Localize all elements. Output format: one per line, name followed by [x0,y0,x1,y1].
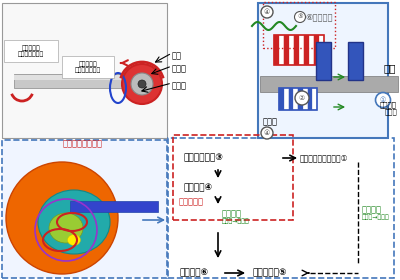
Bar [293,88,298,110]
Bar [279,35,284,65]
Ellipse shape [68,235,80,246]
Circle shape [261,6,273,18]
Circle shape [376,92,390,108]
Bar [274,35,279,65]
Circle shape [261,127,273,139]
Bar [314,35,319,65]
Bar [316,42,331,80]
Text: 大歯車: 大歯車 [172,64,187,73]
Circle shape [122,64,162,104]
Text: 歯車筀: 歯車筀 [263,118,278,127]
Text: 車軸: 車軸 [384,63,396,73]
Text: 主電動機
側より: 主電動機 側より [380,101,397,115]
Bar [62,56,114,78]
Text: 構造/音場解析: 構造/音場解析 [16,279,46,280]
Circle shape [6,162,118,274]
Text: ②: ② [299,95,305,101]
Text: 回転トルク
（正回転方向）: 回転トルク （正回転方向） [75,61,101,73]
Bar [279,88,284,110]
Bar [294,35,299,65]
Text: ④: ④ [264,9,270,15]
Bar [298,88,303,110]
Text: 噺合い解析モデル: 噺合い解析モデル [63,139,103,148]
Bar [260,76,398,92]
Text: 軸受: 軸受 [172,51,182,60]
Bar [2,3,167,138]
Bar [303,88,308,110]
Bar [288,88,293,110]
Text: 構造/音場解析モデル: 構造/音場解析モデル [61,279,105,280]
Text: （車軸→軸受）: （車軸→軸受） [362,214,390,220]
Bar [168,138,394,278]
Text: （車軸→軸受）: （車軸→軸受） [222,218,250,224]
Bar [263,2,335,48]
Bar [274,35,324,65]
Bar [279,88,317,110]
Text: 噺合い解析: 噺合い解析 [179,197,204,207]
Text: 小歯車軸トルク入力①: 小歯車軸トルク入力① [300,153,348,162]
Circle shape [295,91,309,105]
Bar [309,35,314,65]
Ellipse shape [49,213,83,243]
Bar [14,74,142,88]
Bar [289,35,294,65]
Bar [14,75,142,80]
Text: ①: ① [380,97,386,103]
Bar [319,35,324,65]
Text: ⑥音響放射: ⑥音響放射 [305,13,332,22]
Bar [284,35,289,65]
Circle shape [294,11,306,22]
Bar [308,88,312,110]
Bar [312,88,317,110]
Text: 歯車筀振動⑤: 歯車筀振動⑤ [253,269,287,277]
Text: ④: ④ [264,130,270,136]
Text: 小歯車: 小歯車 [172,81,187,90]
Bar [258,3,388,138]
Bar [348,42,363,80]
Text: 歯車振動④: 歯車振動④ [184,183,213,193]
Text: ⑤: ⑤ [297,15,303,20]
Bar [299,35,304,65]
Bar [173,135,293,220]
Circle shape [138,80,146,88]
Bar [304,35,309,65]
Bar [284,88,288,110]
Bar [4,40,58,62]
Text: 振動伝戢: 振動伝戢 [362,206,382,214]
Text: 噺合い変動力③: 噺合い変動力③ [184,153,224,162]
Ellipse shape [38,190,110,254]
Bar [2,140,167,278]
Text: 音響放射⑥: 音響放射⑥ [179,269,208,277]
Text: 振動伝戢: 振動伝戢 [222,209,242,218]
Bar [70,201,158,212]
Text: 負荷トルク
（逆回転方向）: 負荷トルク （逆回転方向） [18,45,44,57]
Circle shape [131,73,153,95]
